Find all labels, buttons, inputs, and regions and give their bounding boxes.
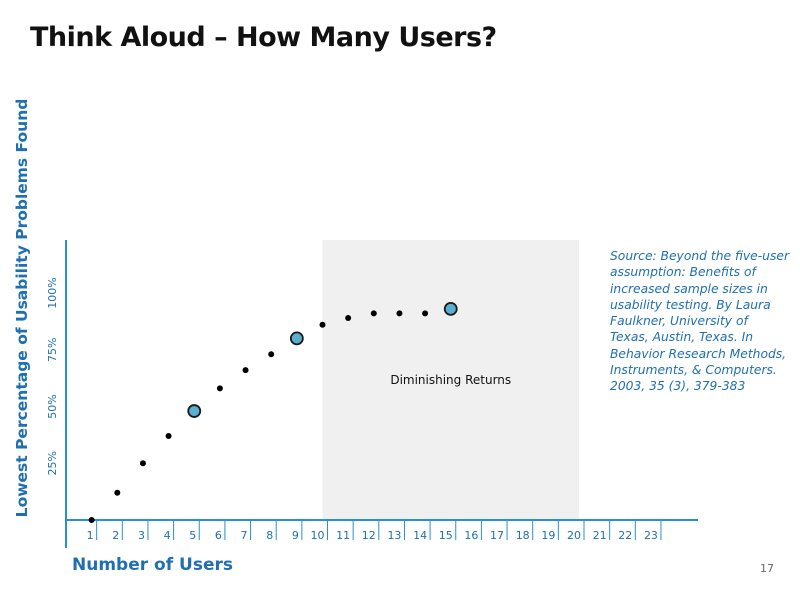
data-point	[422, 310, 429, 317]
x-tick-label: 17	[490, 529, 504, 542]
x-tick-label: 19	[541, 529, 555, 542]
x-tick-label: 4	[164, 529, 171, 542]
x-tick-label: 9	[292, 529, 299, 542]
x-axis-title: Number of Users	[72, 555, 233, 575]
diminishing-returns-region	[322, 240, 579, 520]
y-tick-label: 50%	[46, 394, 59, 418]
diminishing-returns-label: Diminishing Returns	[390, 373, 511, 387]
y-axis-title: Lowest Percentage of Usability Problems …	[13, 99, 31, 518]
x-tick-label: 10	[311, 529, 325, 542]
x-tick-label: 22	[618, 529, 632, 542]
data-point	[319, 321, 326, 328]
x-tick-label: 12	[362, 529, 376, 542]
data-point	[114, 489, 121, 496]
data-point	[268, 351, 275, 358]
page-number: 17	[760, 562, 774, 575]
x-tick-label: 7	[241, 529, 248, 542]
x-tick-label: 3	[138, 529, 145, 542]
data-point	[345, 314, 352, 321]
highlighted-data-point	[187, 404, 202, 418]
x-tick-label: 2	[112, 529, 119, 542]
data-point	[139, 460, 146, 467]
x-tick-label: 13	[387, 529, 401, 542]
x-tick-label: 11	[336, 529, 350, 542]
x-tick-label: 14	[413, 529, 427, 542]
x-tick-label: 23	[644, 529, 658, 542]
data-point	[242, 367, 249, 374]
x-tick-label: 18	[516, 529, 530, 542]
y-tick-label: 100%	[46, 277, 59, 308]
data-point	[216, 385, 223, 392]
slide-title: Think Aloud – How Many Users?	[30, 22, 497, 53]
data-point	[88, 517, 95, 523]
x-tick-label: 8	[266, 529, 273, 542]
source-note: Source: Beyond the five-user assumption:…	[610, 249, 790, 394]
highlighted-data-point	[289, 331, 304, 346]
x-tick-label: 6	[215, 529, 222, 542]
x-tick-label: 20	[567, 529, 581, 542]
x-tick-label: 16	[464, 529, 478, 542]
x-tick-label: 1	[87, 529, 94, 542]
x-tick-label: 15	[439, 529, 453, 542]
x-tick-label: 21	[593, 529, 607, 542]
data-point	[396, 310, 403, 317]
data-point	[370, 310, 377, 317]
y-tick-label: 25%	[46, 451, 59, 475]
y-tick-label: 75%	[46, 338, 59, 362]
highlighted-data-point	[443, 301, 458, 316]
data-point	[165, 433, 172, 440]
x-tick-label: 5	[189, 529, 196, 542]
